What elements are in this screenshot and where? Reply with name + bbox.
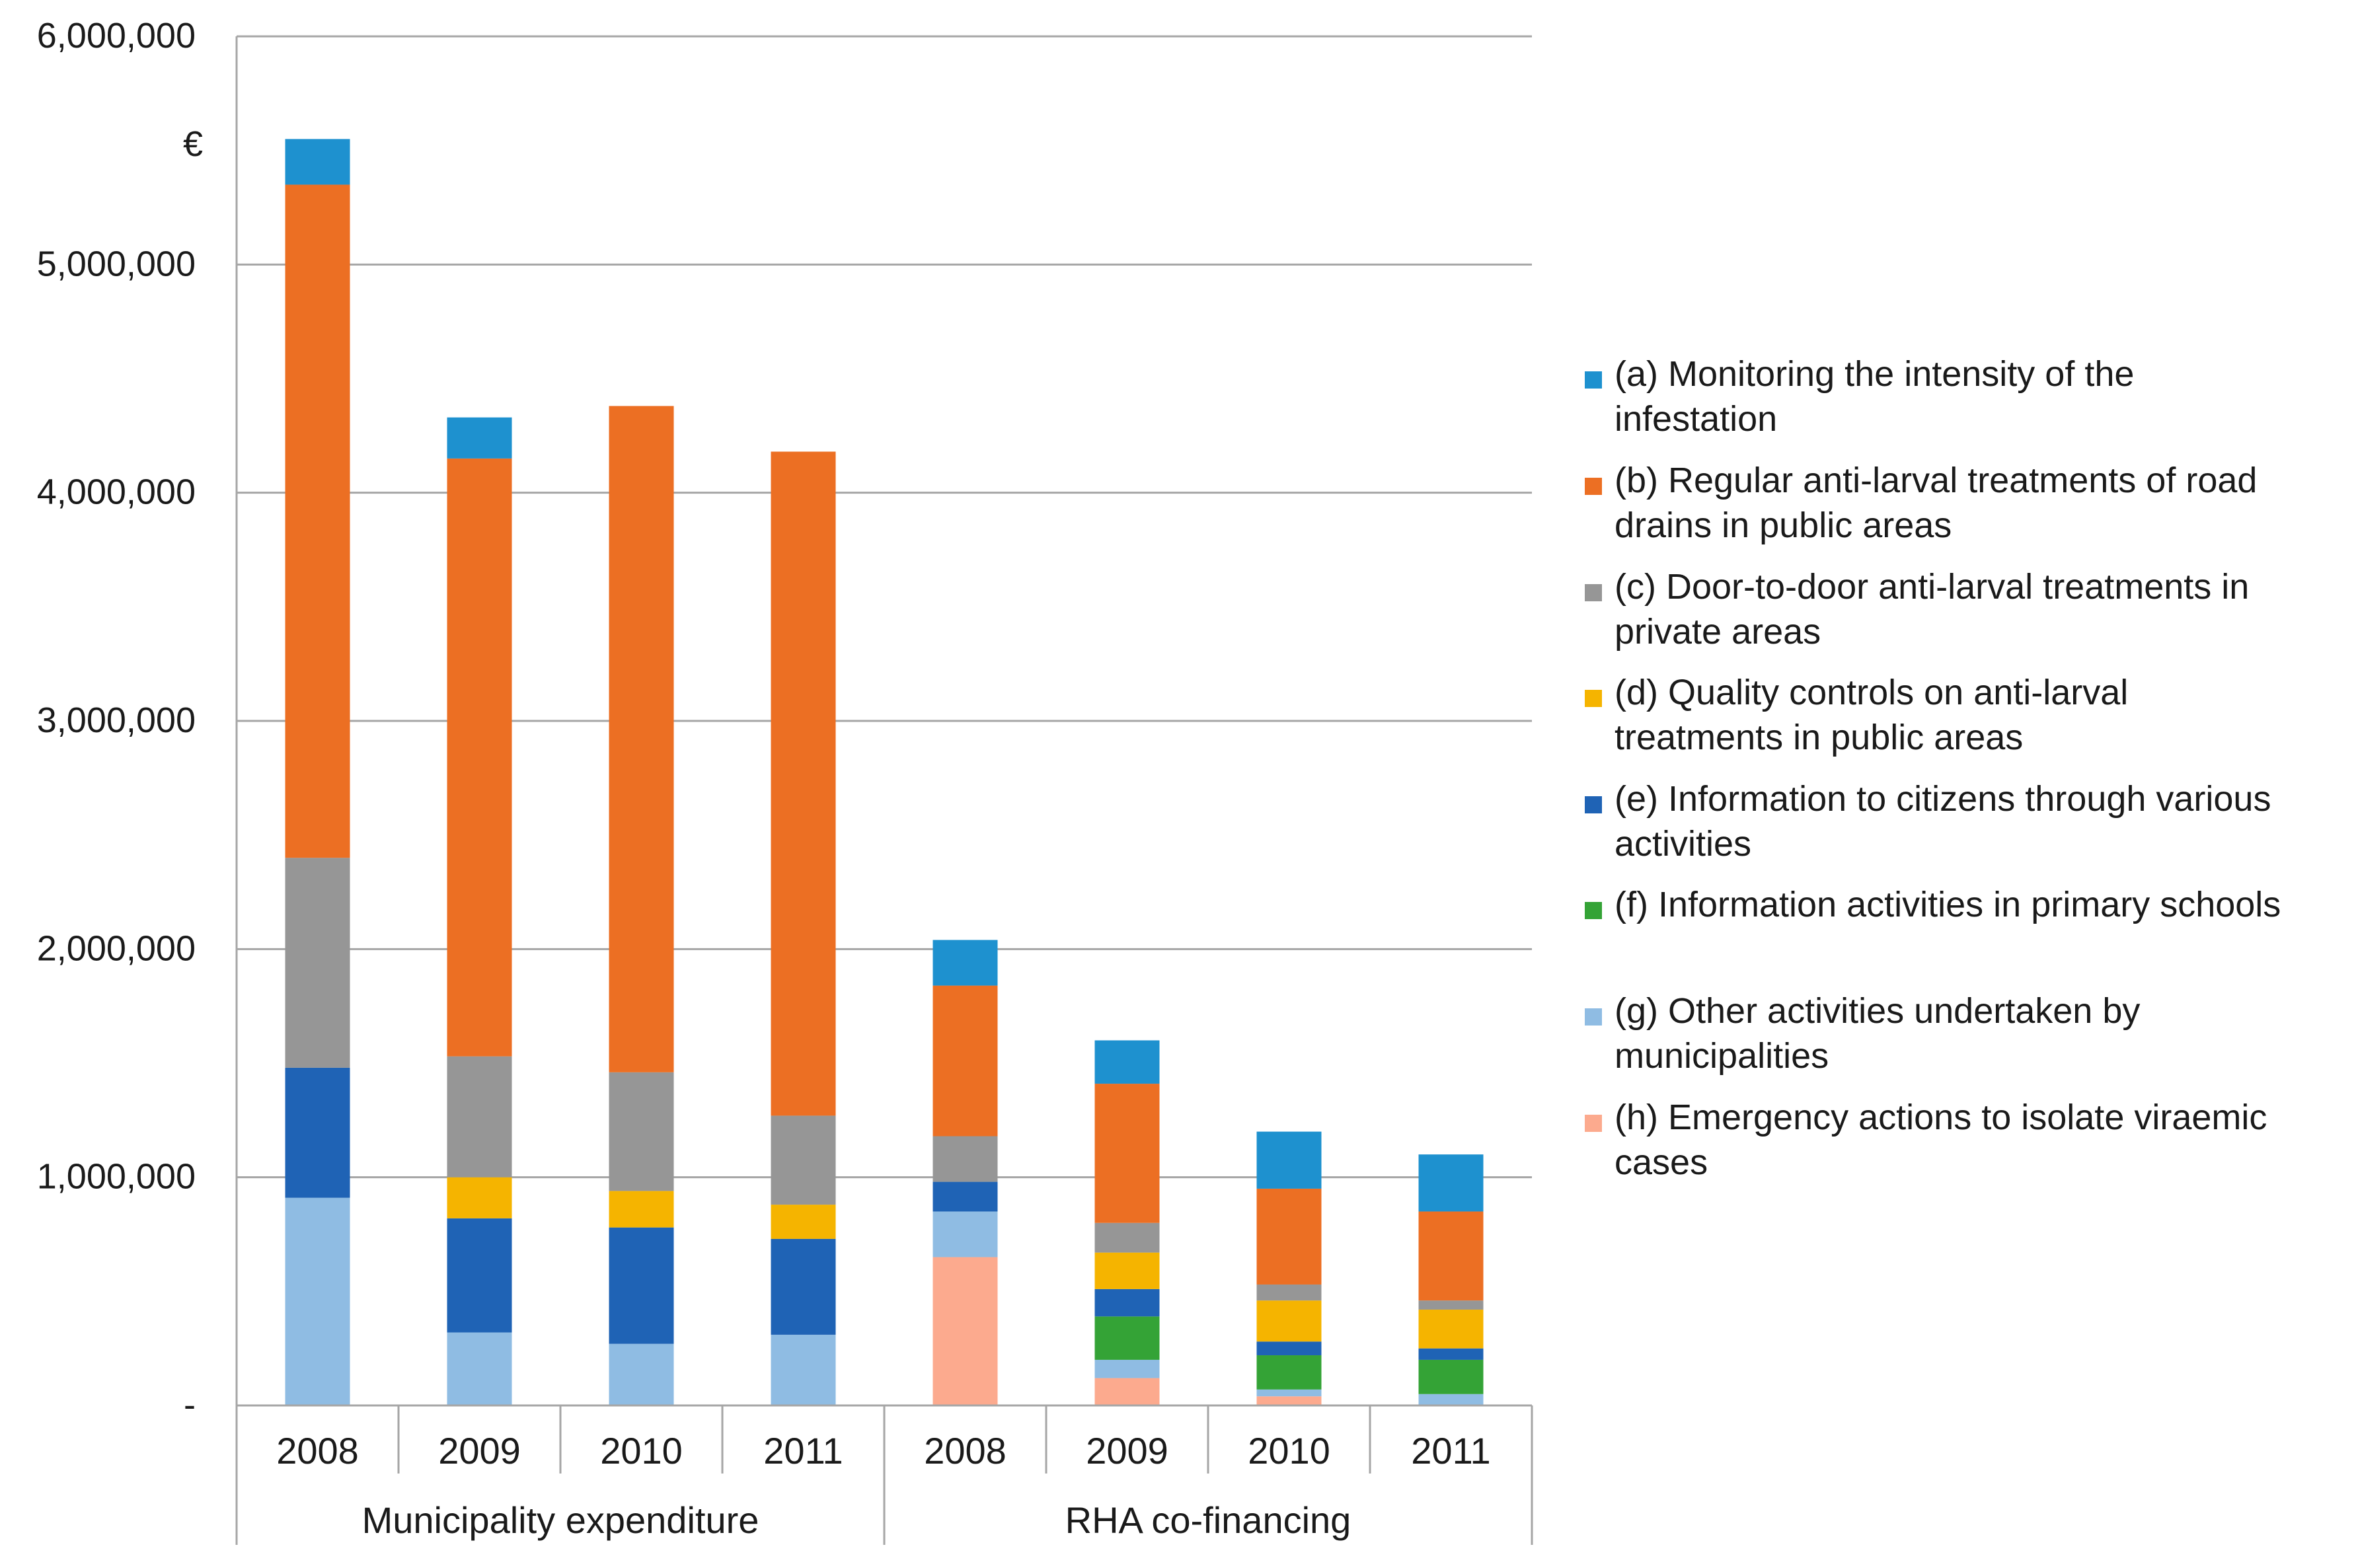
y-tick-label: - (184, 1385, 196, 1425)
bar-segment-b (1418, 1211, 1484, 1301)
legend-marker (1585, 478, 1602, 495)
bar-segment-a (1094, 1040, 1160, 1084)
y-tick-label: 5,000,000 (37, 244, 196, 283)
bar-segment-a (932, 940, 998, 986)
bars (285, 139, 1484, 1405)
bar-segment-c (771, 1115, 836, 1205)
group-label: RHA co-financing (1065, 1499, 1351, 1541)
bar-segment-f (1094, 1316, 1160, 1360)
bar-segment-c (1418, 1300, 1484, 1310)
bar-segment-d (609, 1191, 674, 1228)
bar-segment-g (609, 1343, 674, 1405)
y-tick-label: 1,000,000 (37, 1157, 196, 1197)
x-tick-label: 2010 (1248, 1430, 1330, 1472)
bar-segment-c (447, 1056, 512, 1177)
bar-segment-f (1256, 1355, 1322, 1390)
bar-segment-b (447, 458, 512, 1057)
legend-marker (1585, 902, 1602, 919)
legend-marker (1585, 371, 1602, 389)
bar-segment-b (1094, 1084, 1160, 1223)
legend-marker (1585, 1008, 1602, 1026)
unit-label: € (183, 124, 203, 164)
legend-marker (1585, 1115, 1602, 1132)
bar-segment-e (1094, 1288, 1160, 1317)
x-tick-label: 2008 (276, 1430, 359, 1472)
bar-segment-d (771, 1205, 836, 1239)
bar-segment-h (932, 1257, 998, 1405)
legend-label: treatments in public areas (1615, 718, 2023, 757)
legend-label: (e) Information to citizens through vari… (1615, 779, 2271, 819)
bar-segment-g (1418, 1394, 1484, 1405)
bar-segment-g (447, 1332, 512, 1405)
bar-segment-g (285, 1197, 350, 1405)
legend-label: activities (1615, 824, 1751, 864)
bar-segment-e (1418, 1348, 1484, 1360)
bar-segment-d (1256, 1300, 1322, 1342)
legend-marker (1585, 796, 1602, 813)
bar-segment-a (1418, 1154, 1484, 1212)
y-tick-label: 2,000,000 (37, 928, 196, 968)
bar-segment-c (285, 858, 350, 1068)
bar-segment-e (447, 1218, 512, 1333)
bar-segment-h (1256, 1396, 1322, 1405)
x-tick-label: 2009 (1086, 1430, 1168, 1472)
y-tick-label: 6,000,000 (37, 16, 196, 56)
legend-label: (b) Regular anti-larval treatments of ro… (1615, 461, 2257, 500)
bar-segment-e (932, 1181, 998, 1212)
x-tick-label: 2010 (600, 1430, 683, 1472)
x-tick-label: 2008 (924, 1430, 1007, 1472)
group-label: Municipality expenditure (362, 1499, 759, 1541)
bar-segment-c (1094, 1222, 1160, 1253)
legend-label: (g) Other activities undertaken by (1615, 991, 2140, 1031)
legend-label: private areas (1615, 612, 1821, 652)
legend-label: (c) Door-to-door anti-larval treatments … (1615, 567, 2249, 607)
bar-segment-g (1094, 1359, 1160, 1378)
bar-segment-d (1418, 1309, 1484, 1349)
legend-label: municipalities (1615, 1036, 1829, 1076)
bar-segment-d (1094, 1252, 1160, 1289)
bar-segment-b (285, 184, 350, 858)
bar-segment-e (771, 1238, 836, 1335)
bar-segment-g (771, 1334, 836, 1405)
bar-segment-f (1418, 1359, 1484, 1394)
bar-segment-d (447, 1177, 512, 1218)
legend-marker (1585, 690, 1602, 707)
x-tick-label: 2009 (438, 1430, 521, 1472)
legend-label: (h) Emergency actions to isolate viraemi… (1615, 1098, 2267, 1137)
bar-segment-c (1256, 1284, 1322, 1301)
legend-label: (a) Monitoring the intensity of the (1615, 354, 2134, 394)
bar-segment-c (932, 1136, 998, 1182)
bar-segment-e (609, 1227, 674, 1344)
x-tick-label: 2011 (1411, 1430, 1490, 1472)
bar-segment-e (285, 1067, 350, 1198)
bar-segment-a (1256, 1131, 1322, 1189)
legend-label: (d) Quality controls on anti-larval (1615, 673, 2128, 712)
x-tick-label: 2011 (763, 1430, 843, 1472)
y-tick-label: 3,000,000 (37, 700, 196, 740)
legend-label: cases (1615, 1142, 1708, 1182)
bar-segment-g (1256, 1389, 1322, 1397)
bar-segment-g (932, 1211, 998, 1257)
legend-label: (f) Information activities in primary sc… (1615, 885, 2281, 924)
legend: (a) Monitoring the intensity of the infes… (1585, 354, 2281, 1182)
legend-label: infestation (1615, 399, 1777, 439)
bar-segment-e (1256, 1341, 1322, 1356)
bar-segment-h (1094, 1378, 1160, 1405)
y-tick-label: 4,000,000 (37, 472, 196, 512)
bar-segment-b (771, 451, 836, 1116)
bar-segment-b (1256, 1188, 1322, 1285)
bar-segment-a (285, 139, 350, 185)
gridlines (237, 35, 1532, 1179)
legend-label: drains in public areas (1615, 505, 1952, 545)
bar-segment-b (932, 985, 998, 1137)
bar-segment-c (609, 1072, 674, 1191)
legend-marker (1585, 584, 1602, 601)
bar-segment-b (609, 406, 674, 1072)
axes: - 1,000,000 2,000,000 3,000,000 4,000,000 5,0… (37, 16, 1533, 1545)
bar-segment-a (447, 417, 512, 459)
